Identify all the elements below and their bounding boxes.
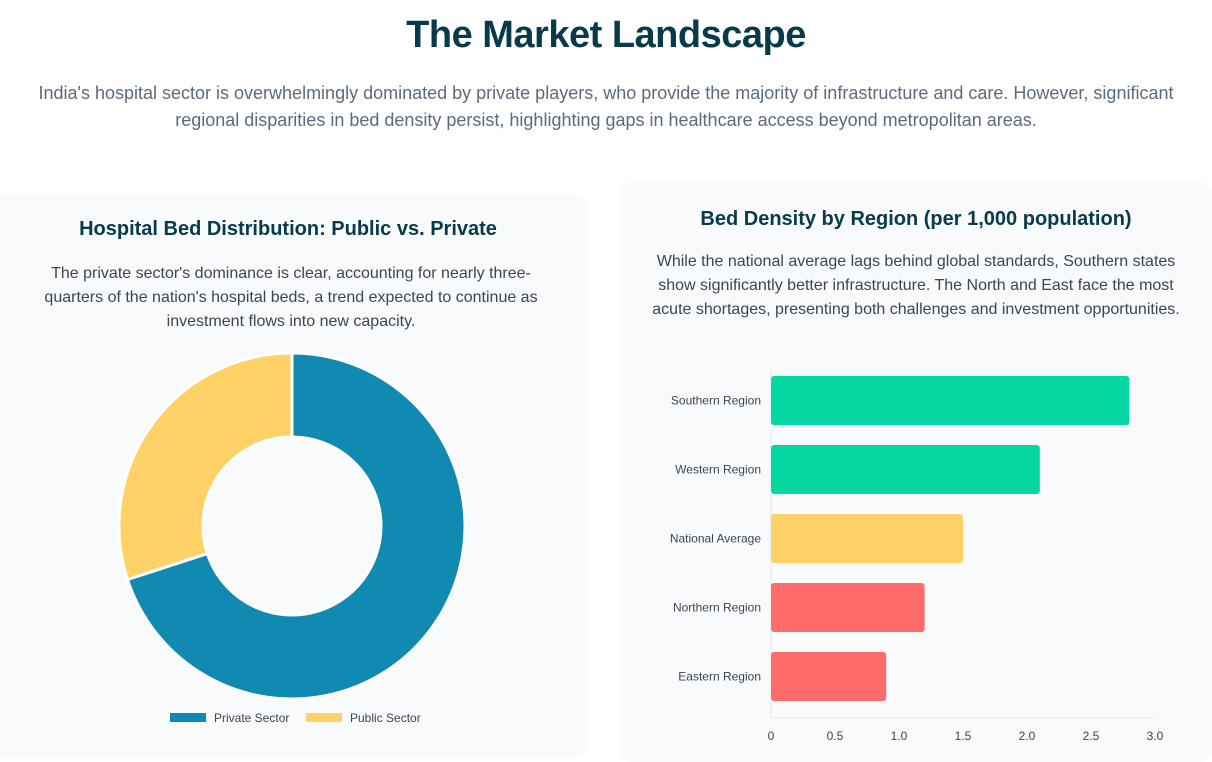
x-tick-label: 0: [768, 729, 775, 743]
bar-western-region[interactable]: [771, 445, 1040, 494]
legend-label-public-sector: Public Sector: [350, 711, 421, 725]
bed-density-title: Bed Density by Region (per 1,000 populat…: [700, 208, 1132, 230]
page-title: The Market Landscape: [406, 14, 806, 56]
bar-northern-region[interactable]: [771, 583, 925, 632]
doughnut-chart: Private Sector Public Sector: [117, 351, 467, 725]
x-tick-label: 2.5: [1083, 729, 1100, 743]
category-label-national-average: National Average: [670, 532, 762, 546]
x-tick-label: 2.0: [1019, 729, 1036, 743]
slice-private-sector[interactable]: [125, 351, 467, 701]
x-tick-label: 0.5: [827, 729, 844, 743]
bar-chart: Southern Region Western Region National Av…: [670, 370, 1164, 743]
page-intro: India's hospital sector is overwhelmingl…: [38, 83, 1174, 130]
category-label-southern-region: Southern Region: [671, 394, 761, 408]
legend-label-private-sector: Private Sector: [214, 711, 289, 725]
x-tick-label: 1.5: [955, 729, 972, 743]
x-tick-label: 1.0: [891, 729, 908, 743]
bar-national-average[interactable]: [771, 514, 963, 563]
legend-swatch-public-sector: [306, 713, 342, 722]
category-label-western-region: Western Region: [675, 463, 761, 477]
bed-distribution-card: Hospital Bed Distribution: Public vs. Pr…: [0, 194, 588, 758]
bar-eastern-region[interactable]: [771, 652, 887, 701]
category-label-northern-region: Northern Region: [673, 601, 761, 615]
bed-density-text: While the national average lags behind g…: [652, 253, 1180, 318]
legend-swatch-private-sector: [170, 713, 206, 722]
bar-southern-region[interactable]: [771, 376, 1130, 425]
bed-density-card: Bed Density by Region (per 1,000 populat…: [620, 182, 1212, 762]
bed-distribution-text: The private sector's dominance is clear,…: [44, 265, 538, 330]
slice-public-sector[interactable]: [117, 351, 294, 582]
category-label-eastern-region: Eastern Region: [678, 670, 761, 684]
x-tick-label: 3.0: [1147, 729, 1164, 743]
bed-distribution-title: Hospital Bed Distribution: Public vs. Pr…: [79, 218, 497, 240]
